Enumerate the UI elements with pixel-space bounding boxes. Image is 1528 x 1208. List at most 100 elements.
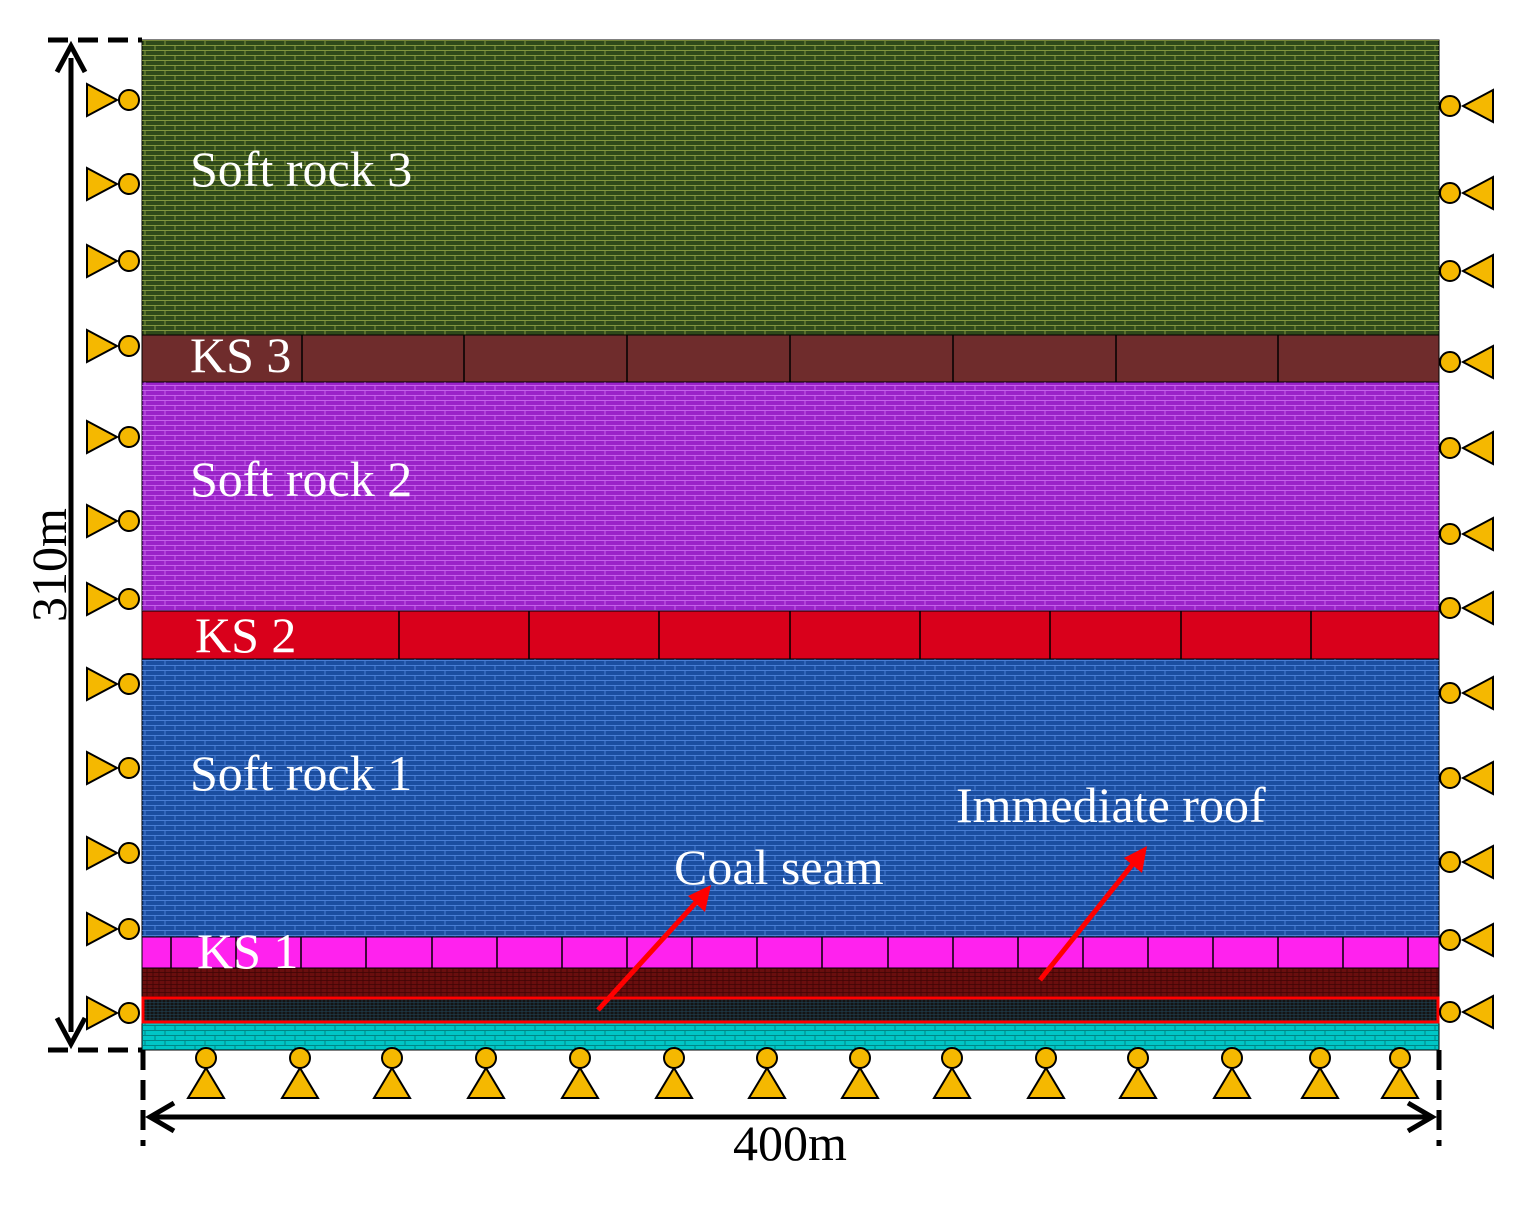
pin-wheel-bottom [941, 1047, 963, 1069]
roller-wheel-right [1439, 851, 1461, 873]
label-soft-rock-1: Soft rock 1 [190, 745, 412, 801]
pin-support-bottom [560, 1066, 600, 1099]
layer-soft-rock-1-texture [142, 659, 1439, 937]
roller-support-right [1460, 994, 1494, 1030]
roller-support-left [86, 750, 120, 786]
pin-wheel-bottom [1035, 1047, 1057, 1069]
label-ks-2: KS 2 [195, 607, 296, 663]
roller-wheel-left [118, 673, 140, 695]
pin-wheel-bottom [195, 1047, 217, 1069]
layer-coal-seam-texture [142, 998, 1439, 1022]
roller-support-right [1460, 760, 1494, 796]
label-soft-rock-2: Soft rock 2 [190, 451, 412, 507]
roller-support-right [1460, 590, 1494, 626]
roller-support-left [86, 835, 120, 871]
roller-support-right [1460, 88, 1494, 124]
width-dim-arrow-right [1406, 1100, 1437, 1134]
coal-seam-outline [141, 996, 1440, 1024]
roller-support-left [86, 666, 120, 702]
roller-wheel-right [1439, 95, 1461, 117]
roller-support-left [86, 328, 120, 364]
roller-support-right [1460, 344, 1494, 380]
coal-seam-arrow [596, 896, 702, 1012]
left-roller-supports [86, 82, 140, 1031]
roller-support-right [1460, 253, 1494, 289]
pin-support-bottom [1300, 1066, 1340, 1099]
immediate-roof-arrowhead [1124, 846, 1147, 873]
roller-wheel-left [118, 918, 140, 940]
roller-support-left [86, 166, 120, 202]
pin-support-bottom [186, 1066, 226, 1099]
roller-support-left [86, 911, 120, 947]
height-dim-arrow-bottom [54, 1016, 88, 1050]
pin-wheel-bottom [381, 1047, 403, 1069]
roller-wheel-left [118, 757, 140, 779]
pin-support-bottom [747, 1066, 787, 1099]
roller-support-left [86, 243, 120, 279]
roller-wheel-right [1439, 682, 1461, 704]
pin-wheel-bottom [569, 1047, 591, 1069]
roller-wheel-right [1439, 929, 1461, 951]
width-dim-arrow-left [145, 1100, 176, 1134]
roller-wheel-left [118, 250, 140, 272]
roller-support-left [86, 581, 120, 617]
pin-wheel-bottom [1309, 1047, 1331, 1069]
pin-support-bottom [372, 1066, 412, 1099]
coal-seam-arrowhead [688, 885, 711, 912]
roller-support-right [1460, 844, 1494, 880]
roller-wheel-left [118, 426, 140, 448]
roller-wheel-left [118, 335, 140, 357]
pin-support-bottom [1212, 1066, 1252, 1099]
roller-wheel-left [118, 173, 140, 195]
pin-wheel-bottom [475, 1047, 497, 1069]
label-ks-3: KS 3 [190, 327, 291, 383]
roller-wheel-right [1439, 597, 1461, 619]
pin-wheel-bottom [1389, 1047, 1411, 1069]
pin-support-bottom [1026, 1066, 1066, 1099]
width-dimension [140, 1050, 1442, 1146]
pin-wheel-bottom [849, 1047, 871, 1069]
roller-wheel-right [1439, 523, 1461, 545]
pin-wheel-bottom [1127, 1047, 1149, 1069]
roller-wheel-left [118, 842, 140, 864]
label-soft-rock-3: Soft rock 3 [190, 141, 412, 197]
layer-soft-rock-2-texture [142, 382, 1439, 611]
roller-wheel-right [1439, 182, 1461, 204]
pin-wheel-bottom [663, 1047, 685, 1069]
height-dim-arrow-top [54, 40, 88, 74]
immediate-roof-arrow [1038, 858, 1138, 982]
roller-wheel-right [1439, 1001, 1461, 1023]
height-dimension [48, 37, 142, 1053]
roller-support-left [86, 995, 120, 1031]
roller-wheel-right [1439, 260, 1461, 282]
roller-wheel-right [1439, 437, 1461, 459]
roller-wheel-right [1439, 767, 1461, 789]
pin-wheel-bottom [756, 1047, 778, 1069]
layer-immediate-roof-texture [142, 968, 1439, 998]
rock-layers [141, 39, 1440, 1051]
roller-support-right [1460, 430, 1494, 466]
label-ks-1: KS 1 [197, 923, 298, 979]
right-roller-supports [1439, 88, 1494, 1030]
width-dimension-label: 400m [733, 1115, 847, 1171]
pin-wheel-bottom [1221, 1047, 1243, 1069]
pin-support-bottom [840, 1066, 880, 1099]
key-stratum-block-joints [170, 335, 1409, 968]
label-coal-seam: Coal seam [674, 839, 884, 895]
roller-support-left [86, 419, 120, 455]
layer-ks-1 [141, 936, 1440, 969]
roller-support-right [1460, 675, 1494, 711]
pin-support-bottom [932, 1066, 972, 1099]
pin-support-bottom [654, 1066, 694, 1099]
roller-support-right [1460, 175, 1494, 211]
roller-support-right [1460, 516, 1494, 552]
layer-floor-texture [142, 1022, 1439, 1050]
roller-support-left [86, 503, 120, 539]
pin-support-bottom [1118, 1066, 1158, 1099]
pin-support-bottom [1380, 1066, 1420, 1099]
annotation-arrows [596, 846, 1147, 1012]
roller-wheel-left [118, 510, 140, 532]
pin-wheel-bottom [289, 1047, 311, 1069]
pin-support-bottom [280, 1066, 320, 1099]
